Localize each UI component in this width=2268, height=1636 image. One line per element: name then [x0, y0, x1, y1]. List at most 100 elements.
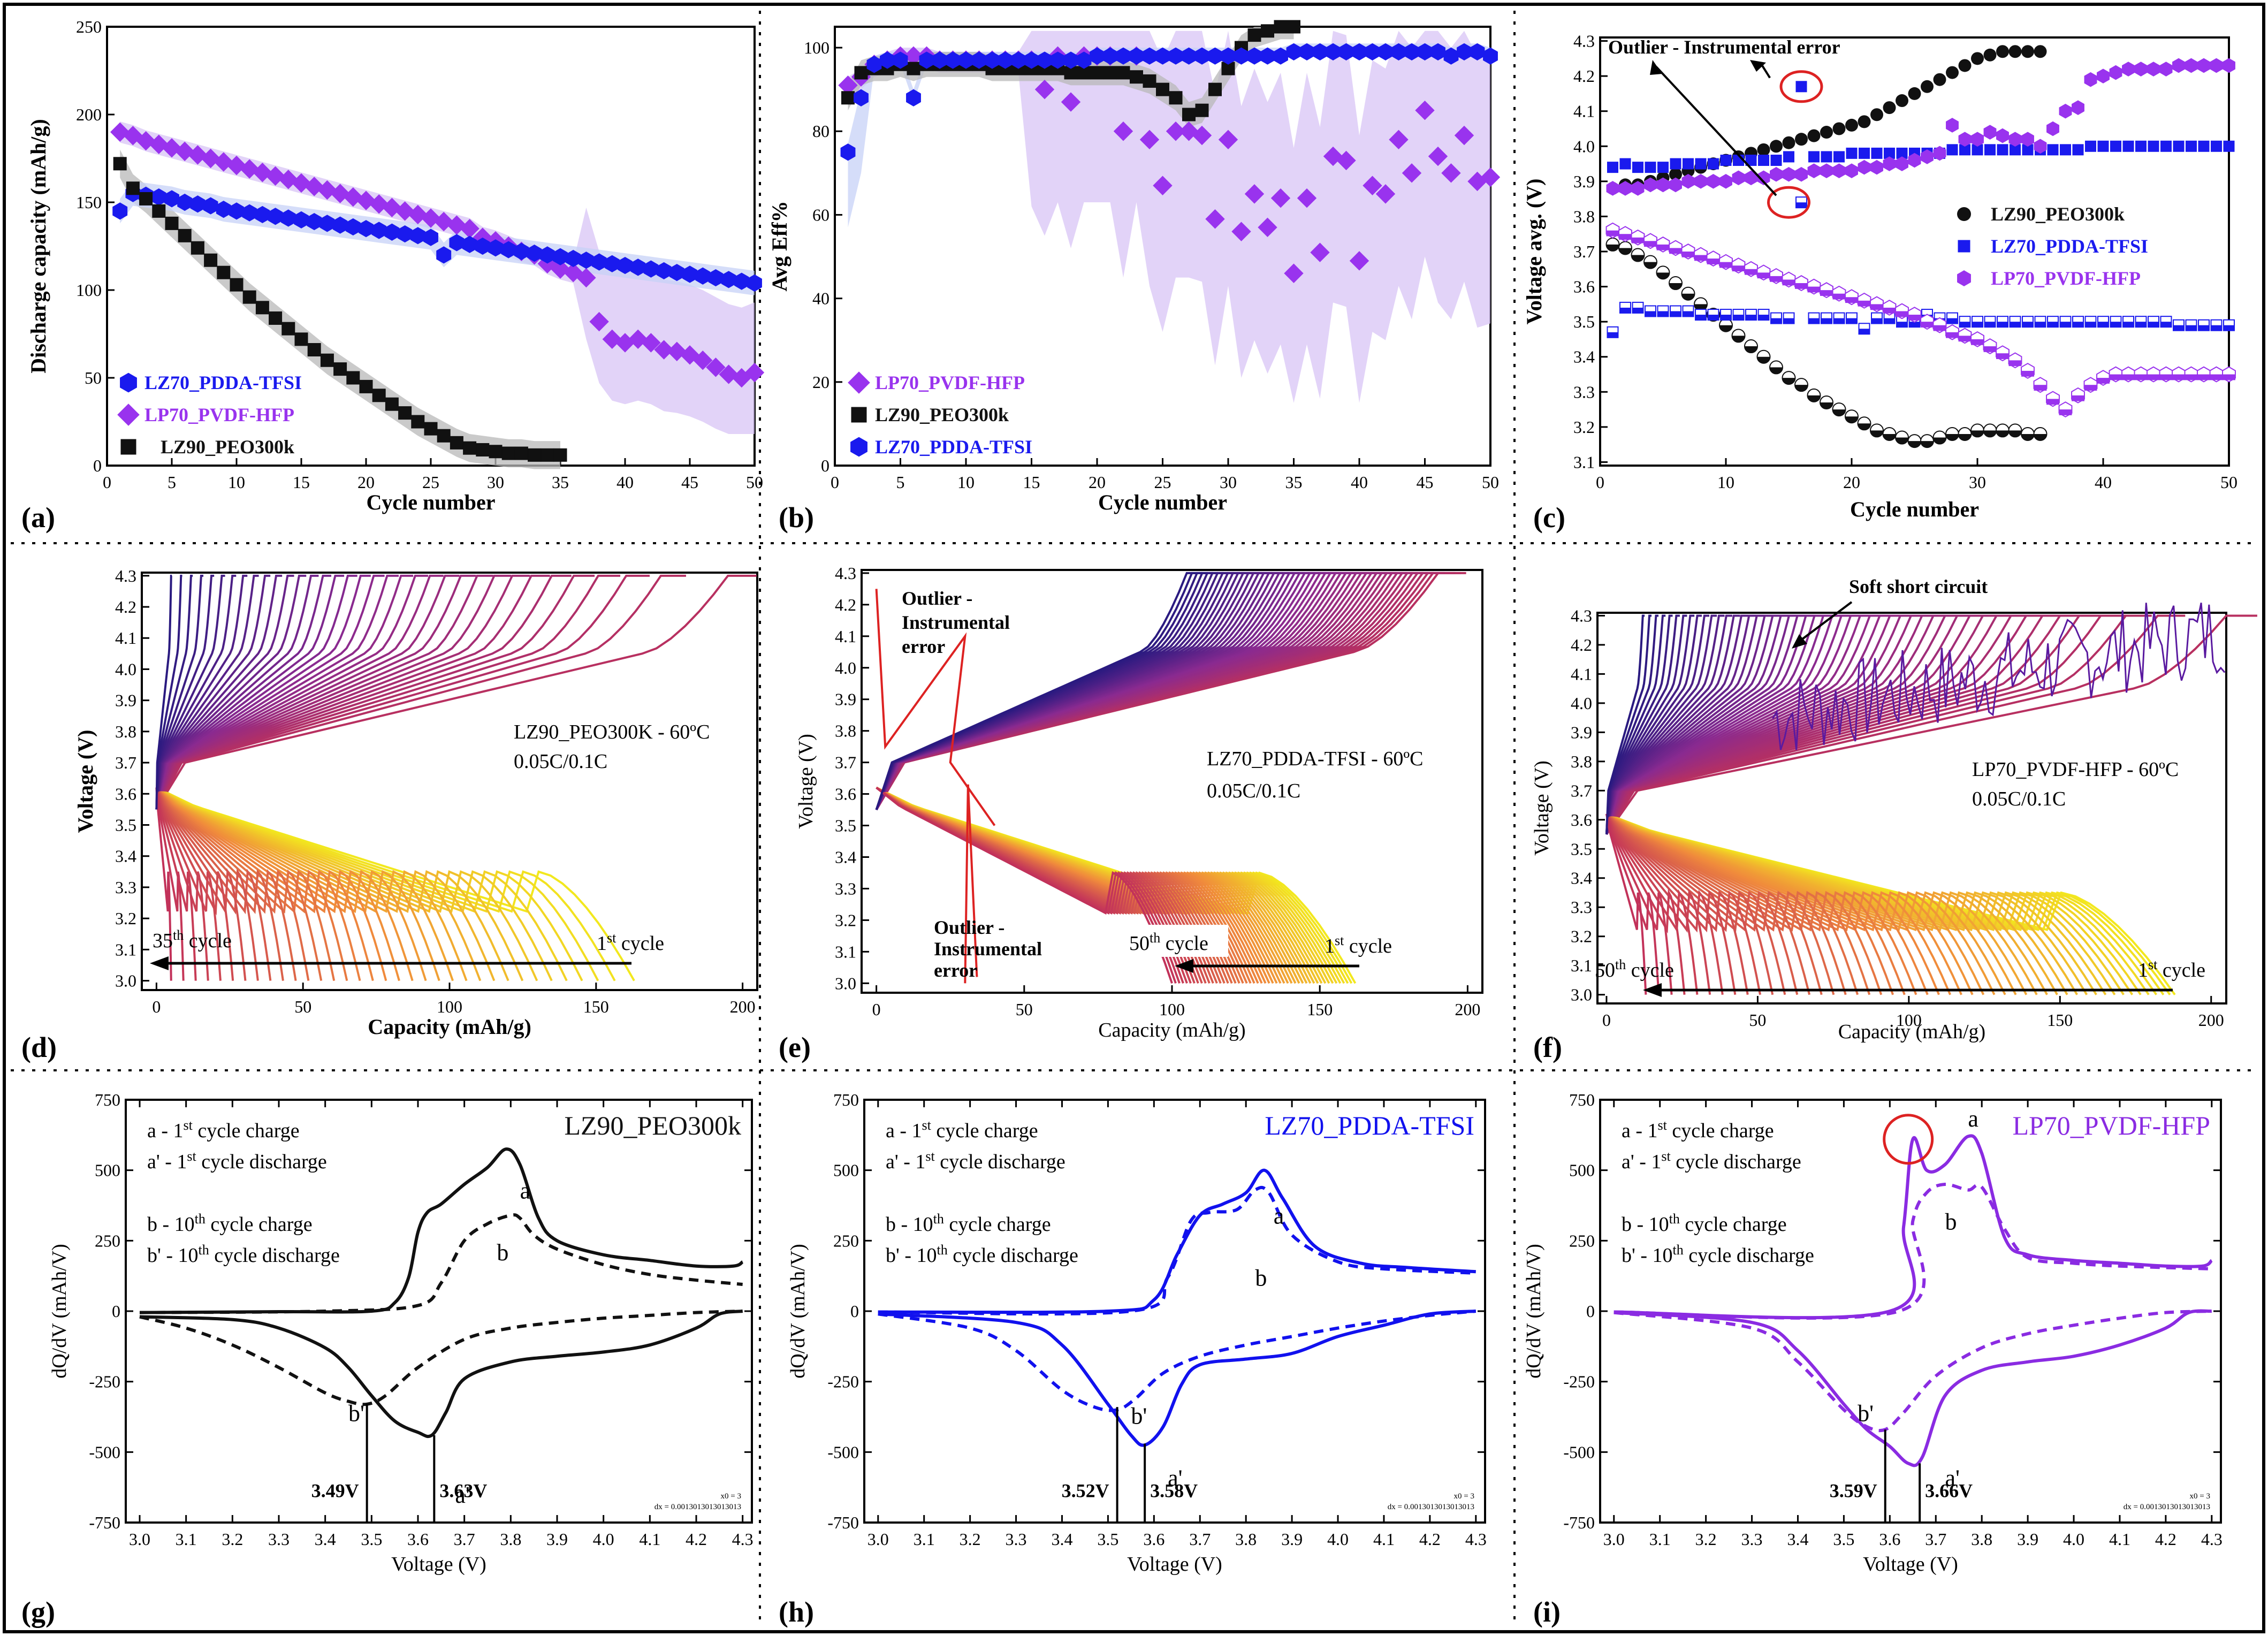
charge-curve-d — [155, 574, 307, 810]
pvdf-point — [395, 201, 415, 221]
legend-label-peo: LZ90_PEO300k — [161, 436, 294, 458]
y-tick-label: 3.5 — [835, 816, 856, 835]
discharge-curve-d — [155, 787, 348, 981]
x-tick-label: 30 — [1969, 473, 1986, 492]
x-axis-label: Capacity (mAh/g) — [368, 1015, 531, 1039]
peo-point — [113, 157, 127, 171]
pdda-point — [1090, 47, 1105, 65]
charge-curve-d — [155, 574, 204, 810]
discharge-curve-d — [155, 787, 336, 981]
x-tick-label: 50 — [2220, 473, 2237, 492]
discharge-curve-d — [155, 787, 222, 981]
legend-marker-pdda — [1958, 240, 1970, 253]
y-tick-label: 250 — [1569, 1231, 1595, 1250]
soft-short-annotation: Soft short circuit — [1849, 576, 1988, 597]
y-tick-label: -500 — [827, 1442, 859, 1462]
y-tick-label: 100 — [76, 280, 102, 300]
pdda-point — [449, 234, 465, 252]
discharge-curve-f — [1605, 813, 1786, 995]
x-tick-label: 4.1 — [639, 1530, 660, 1549]
c-point-0 — [1820, 126, 1833, 139]
legend-b-sup: th — [195, 1211, 206, 1227]
outlier-note-bottom: error — [934, 960, 977, 981]
c-point-2 — [2197, 58, 2210, 73]
c-point-3-half — [1845, 416, 1858, 423]
y-tick-label: -750 — [89, 1513, 120, 1532]
charge-curve-f — [1605, 614, 2186, 835]
pdda-point — [112, 202, 128, 220]
first-cycle-label-f-post: cycle — [2157, 959, 2205, 981]
pdda-point — [854, 89, 869, 106]
c-point-5-half — [2046, 399, 2059, 405]
x-tick-label: 50 — [1016, 1000, 1033, 1019]
last-cycle-label-bg-e — [1121, 925, 1228, 957]
peo-point — [1182, 108, 1196, 121]
x-tick-label: 20 — [1843, 473, 1860, 492]
legend-ap-text: a' - 1 — [886, 1151, 925, 1173]
x-tick-label: 35 — [1285, 473, 1303, 492]
figure-border — [3, 3, 2265, 1633]
legend-bp: b' - 10th cycle discharge — [1622, 1242, 1814, 1267]
charge-curve-d — [155, 574, 172, 810]
x-tick-label: 4.1 — [2109, 1530, 2130, 1549]
pvdf-point — [265, 166, 285, 186]
x-axis-label: Voltage (V) — [1127, 1553, 1222, 1576]
pdda-point — [1155, 47, 1170, 65]
pvdf-point — [434, 211, 454, 232]
c-point-3-half — [2008, 430, 2022, 437]
x-axis-label: Voltage (V) — [391, 1553, 486, 1576]
pdda-point — [656, 262, 672, 280]
panel-label-i: (i) — [1533, 1596, 1561, 1628]
peo-point — [476, 443, 490, 456]
curve-label-lbl_ap: a' — [455, 1482, 469, 1508]
first-cycle-label-f-sup: st — [2148, 957, 2158, 972]
c-point-5-half — [2021, 370, 2034, 377]
y-tick-label: 3.0 — [115, 971, 136, 991]
panel-label-d: (d) — [21, 1031, 57, 1063]
first-cycle-label-e: 1st cycle — [1325, 933, 1392, 957]
pvdf-point — [589, 311, 609, 332]
y-tick-label: 250 — [95, 1231, 120, 1250]
pvdf-point — [667, 341, 687, 361]
c-point-4-half — [1821, 318, 1832, 324]
dqdv-curve-3 — [139, 1310, 743, 1406]
pdda-point — [919, 51, 934, 69]
y-tick-label: 3.5 — [1573, 312, 1595, 331]
x-tick-label: 30 — [1220, 473, 1237, 492]
y-tick-label: 4.1 — [1573, 102, 1595, 121]
pdda-point — [1417, 43, 1433, 60]
discharge-curve-f — [1605, 813, 1673, 995]
c-point-4-half — [1859, 329, 1870, 334]
pvdf-point — [1192, 125, 1212, 146]
c-point-2 — [1896, 156, 1908, 171]
c-point-5-half — [1745, 269, 1757, 275]
pdda-point — [423, 229, 438, 246]
legend-bp-sup: th — [199, 1242, 209, 1258]
x0-note: x0 = 3 — [721, 1492, 741, 1501]
y-tick-label: 3.6 — [1573, 277, 1595, 296]
c-point-4-half — [1683, 311, 1694, 317]
pdda-point — [591, 253, 607, 271]
pdda-point — [721, 271, 736, 288]
c-point-1 — [2160, 140, 2172, 152]
pdda-point — [866, 56, 882, 73]
first-cycle-label-e-post: cycle — [1344, 935, 1392, 957]
y-tick-label: 3.4 — [835, 847, 856, 866]
x-tick-label: 4.1 — [1373, 1530, 1395, 1549]
charge-curve-d — [155, 574, 399, 810]
y-tick-label: 3.5 — [1571, 839, 1592, 858]
outlier-note-top: error — [902, 636, 945, 657]
legend-b: b - 10th cycle charge — [1622, 1211, 1787, 1236]
c-point-5-half — [1971, 339, 1984, 345]
peak-voltage-1: 3.49V — [311, 1480, 359, 1502]
c-point-0 — [1883, 101, 1896, 115]
c-point-0 — [2034, 45, 2047, 58]
curve-label-lbl_b: b — [1945, 1208, 1957, 1235]
c-point-5-half — [1619, 234, 1632, 240]
chart-title-h: LZ70_PDDA-TFSI — [1265, 1110, 1474, 1140]
charge-curve-f — [1605, 614, 1659, 835]
pdda-point — [1129, 47, 1144, 65]
c-point-1 — [1808, 151, 1820, 163]
c-point-3-half — [1770, 367, 1783, 374]
c-point-4-half — [2211, 325, 2222, 331]
